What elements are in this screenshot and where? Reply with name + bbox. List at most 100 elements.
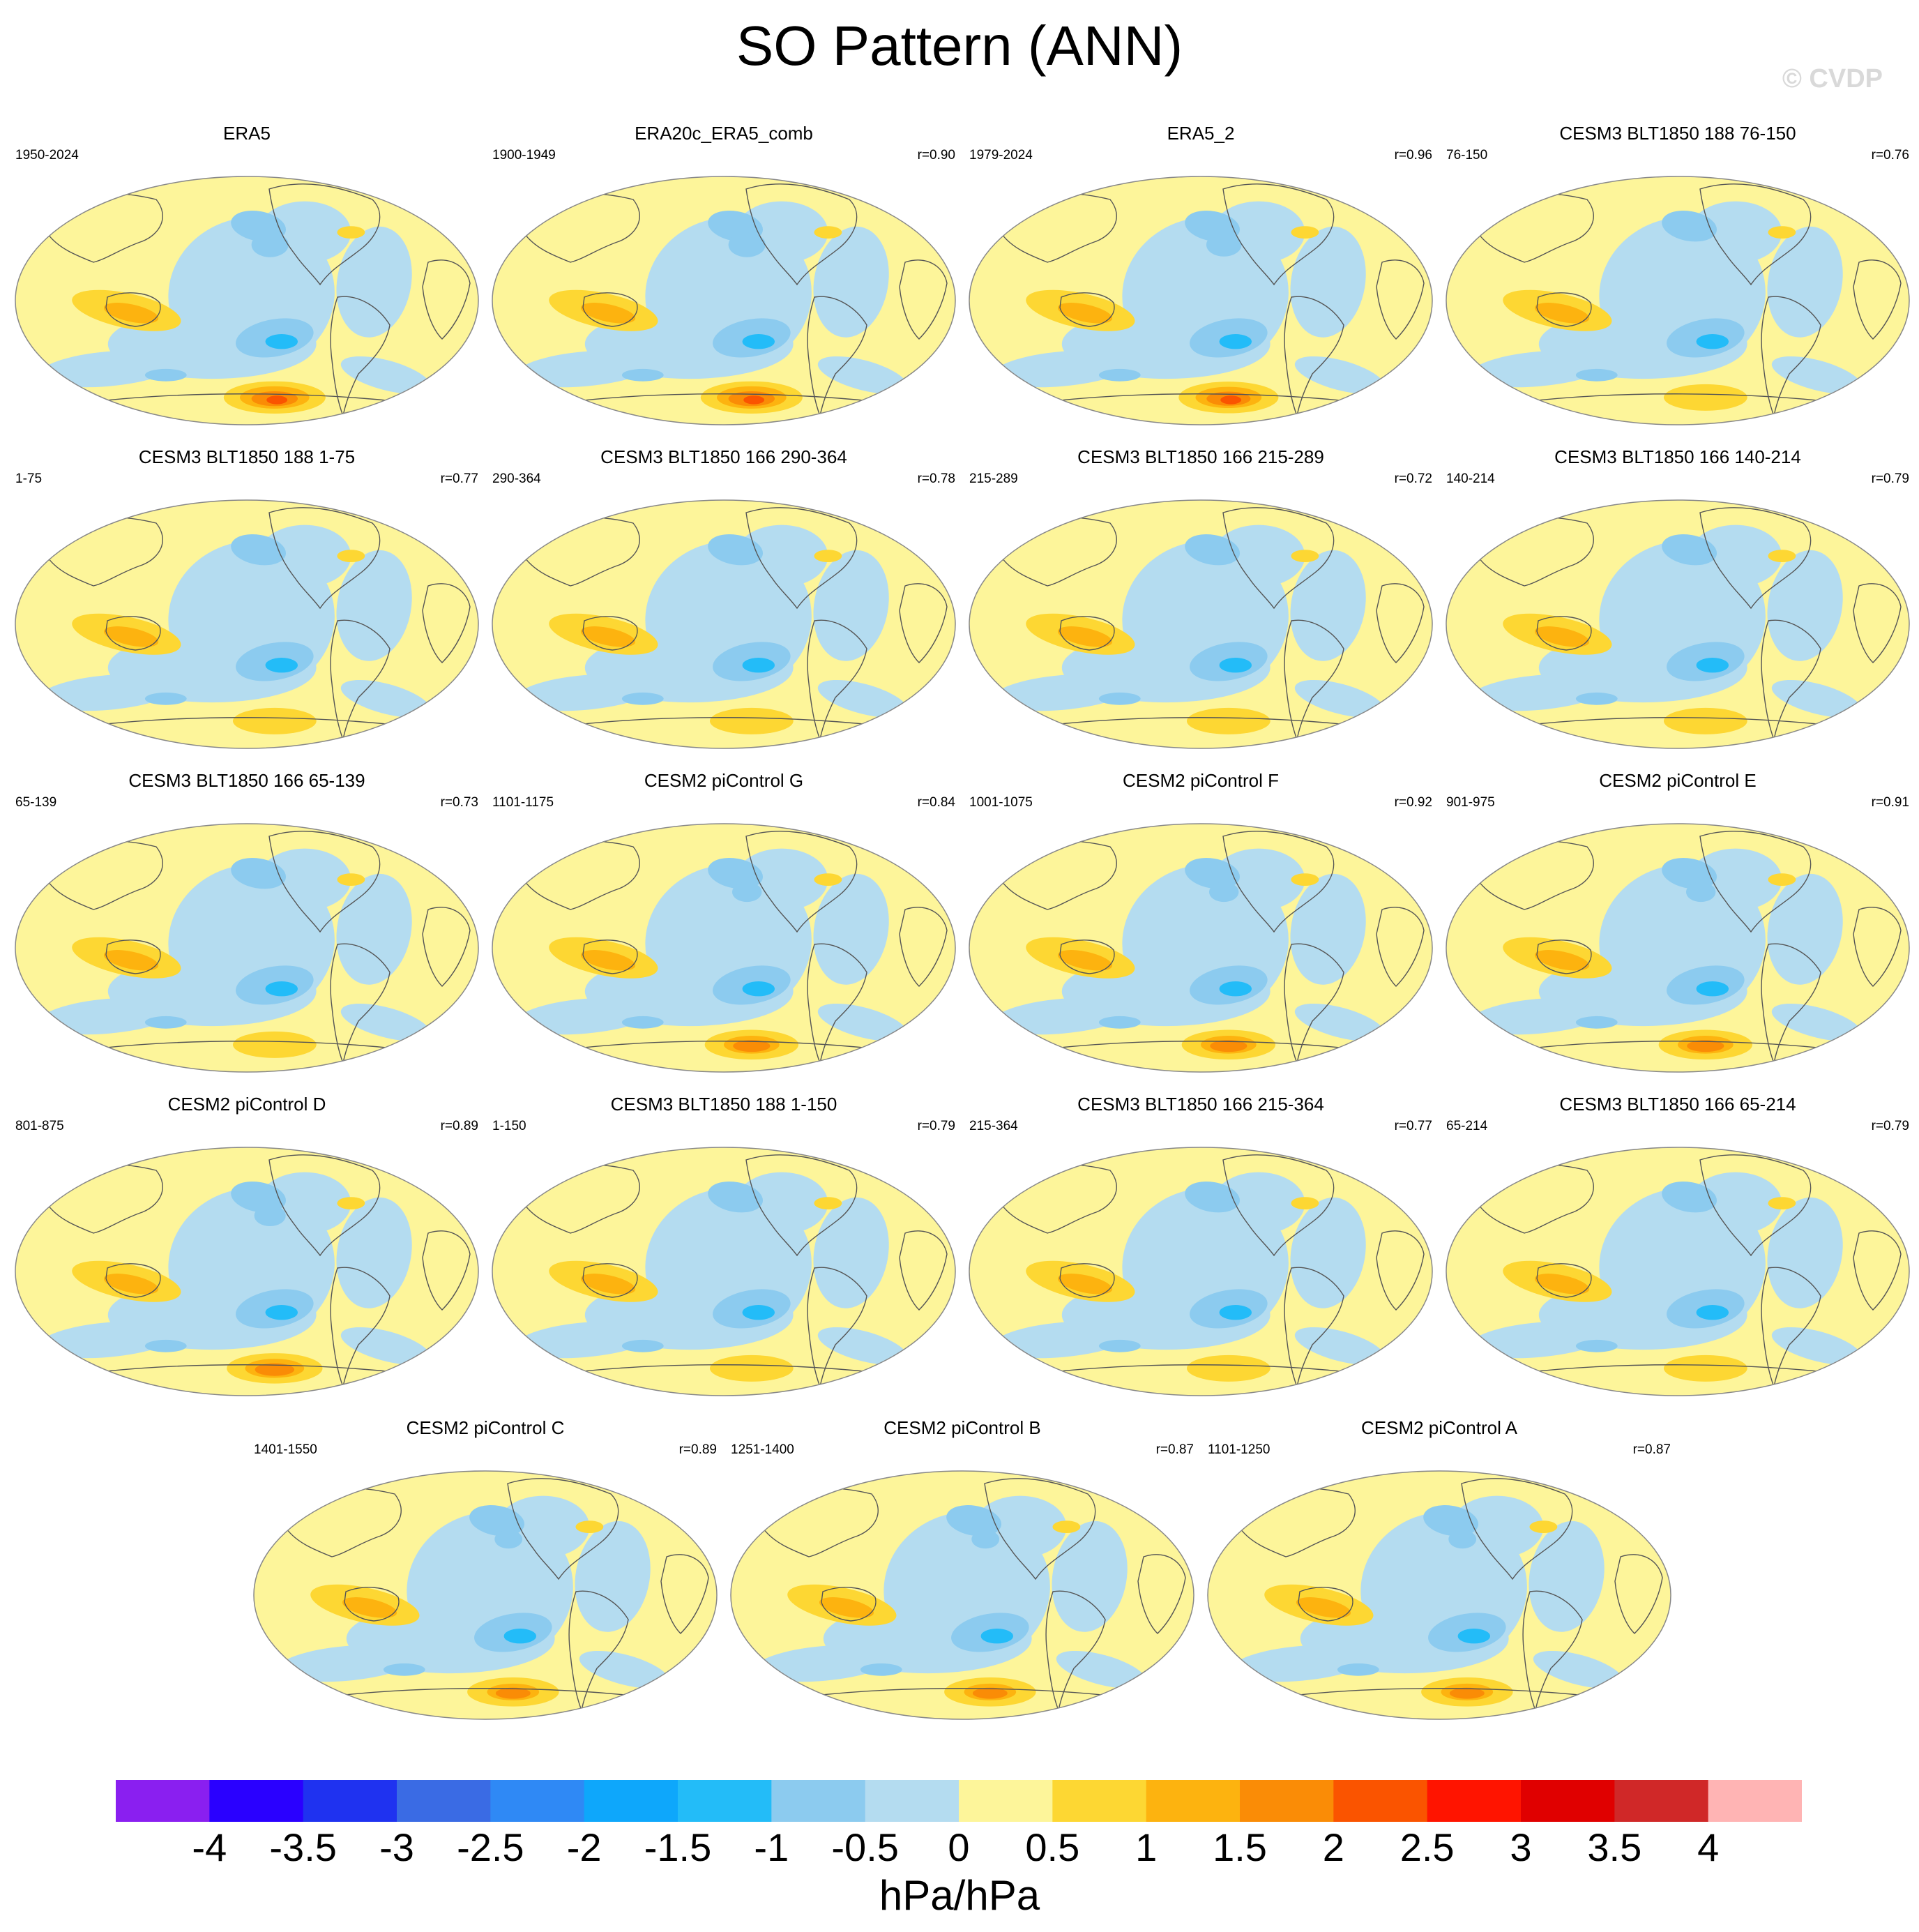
colorbar-tick-label: -3.5 [269,1825,337,1869]
colorbar-tick-label: 3.5 [1587,1825,1642,1869]
panel-period: 1101-1175 [492,795,554,810]
panel-period: 215-289 [969,471,1018,486]
panel-period: 1900-1949 [492,148,556,163]
watermark: © CVDP [1782,64,1883,93]
panel-title: CESM2 piControl G [644,770,804,791]
panel-period: 1979-2024 [969,148,1033,163]
panel-correlation: r=0.96 [1394,148,1432,163]
panel-period: 801-875 [15,1119,64,1133]
colorbar-tick-label: -2 [566,1825,602,1869]
colorbar-bin [397,1780,491,1822]
panel-correlation: r=0.79 [1871,1119,1909,1133]
panel-correlation: r=0.78 [917,471,955,486]
map-field [492,176,955,425]
robinson-map [1446,1147,1910,1396]
panel-title: CESM3 BLT1850 166 65-139 [128,770,365,791]
robinson-map [492,1147,956,1396]
map-field [254,1471,717,1719]
panel-correlation: r=0.87 [1632,1442,1671,1457]
panel-period: 65-139 [15,795,57,810]
colorbar-bin [303,1780,397,1822]
panel-period: 65-214 [1446,1119,1488,1133]
panel-correlation: r=0.77 [440,471,478,486]
map-field [1446,1147,1909,1396]
panel-period: 1251-1400 [731,1442,794,1457]
map-panel: CESM3 BLT1850 188 1-150 1-150 r=0.79 [487,1094,961,1414]
panel-period: 1-150 [492,1119,526,1133]
robinson-map [492,176,956,425]
panel-correlation: r=0.87 [1155,1442,1194,1457]
map-field [492,500,955,748]
panel-title: CESM2 piControl A [1361,1417,1517,1438]
panel-title: CESM3 BLT1850 188 76-150 [1559,123,1796,144]
colorbar-tick-label: 3 [1510,1825,1532,1869]
panel-period: 140-214 [1446,471,1495,486]
colorbar [116,1780,1802,1822]
robinson-map [730,1470,1194,1720]
panel-period: 901-975 [1446,795,1495,810]
panel-title: ERA20c_ERA5_comb [635,123,813,144]
colorbar-tick-label: -0.5 [831,1825,899,1869]
colorbar-bin [1333,1780,1428,1822]
panel-correlation: r=0.91 [1871,795,1909,810]
map-field [492,1147,955,1396]
panel-title: CESM3 BLT1850 188 1-150 [610,1094,837,1115]
panel-correlation: r=0.76 [1871,148,1909,163]
panel-period: 1-75 [15,471,43,486]
colorbar-bin [678,1780,772,1822]
colorbar-tick-label: -2.5 [457,1825,524,1869]
panel-title: CESM2 piControl F [1123,770,1279,791]
map-panel: CESM3 BLT1850 188 1-75 1-75 r=0.77 [10,446,484,767]
robinson-map [969,176,1433,425]
map-field [15,824,478,1072]
colorbar-bin [1240,1780,1334,1822]
colorbar-tick-label: 1 [1135,1825,1158,1869]
robinson-map [15,499,479,749]
panel-title: CESM3 BLT1850 166 140-214 [1554,446,1801,467]
robinson-map [969,823,1433,1073]
colorbar-bin [771,1780,866,1822]
map-panel: CESM3 BLT1850 166 65-139 65-139 r=0.73 [10,770,484,1091]
robinson-map [15,823,479,1073]
colorbar-tick-label: -1.5 [644,1825,712,1869]
panel-correlation: r=0.92 [1394,795,1432,810]
robinson-map [1207,1470,1671,1720]
colorbar-bin [1708,1780,1802,1822]
robinson-map [1446,499,1910,749]
panel-title: CESM2 piControl E [1599,770,1757,791]
colorbar-tick-label: -4 [192,1825,227,1869]
colorbar-bin [959,1780,1053,1822]
robinson-map [15,1147,479,1396]
map-field [15,500,478,748]
map-field [15,1147,478,1396]
panel-title: CESM2 piControl B [883,1417,1041,1438]
map-panel: CESM3 BLT1850 188 76-150 76-150 r=0.76 [1441,123,1915,444]
panel-period: 215-364 [969,1119,1018,1133]
colorbar-bin [490,1780,585,1822]
colorbar-bin [1427,1780,1522,1822]
panel-correlation: r=0.79 [1871,471,1909,486]
robinson-map [492,823,956,1073]
panel-correlation: r=0.79 [917,1119,955,1133]
map-panel: CESM2 piControl B 1251-1400 r=0.87 [725,1417,1199,1738]
page-title: SO Pattern (ANN) [736,15,1183,77]
map-panel: ERA20c_ERA5_comb 1900-1949 r=0.90 [487,123,961,444]
robinson-map [969,499,1433,749]
map-panel: ERA5 1950-2024 [10,123,484,444]
map-field [731,1471,1194,1719]
robinson-map [492,499,956,749]
colorbar-tick-label: -3 [379,1825,414,1869]
map-field [1446,824,1909,1072]
panel-period: 290-364 [492,471,541,486]
map-panel: CESM3 BLT1850 166 215-289 215-289 r=0.72 [964,446,1438,767]
panel-title: CESM3 BLT1850 166 65-214 [1559,1094,1796,1115]
panel-correlation: r=0.84 [917,795,955,810]
colorbar-bin [1052,1780,1147,1822]
map-panel: CESM2 piControl F 1001-1075 r=0.92 [964,770,1438,1091]
colorbar-tick-label: 1.5 [1213,1825,1267,1869]
panel-period: 1001-1075 [969,795,1033,810]
colorbar-tick-label: -1 [754,1825,789,1869]
panel-title: CESM3 BLT1850 166 215-289 [1077,446,1324,467]
panel-correlation: r=0.89 [678,1442,717,1457]
colorbar-tick-label: 2 [1322,1825,1344,1869]
